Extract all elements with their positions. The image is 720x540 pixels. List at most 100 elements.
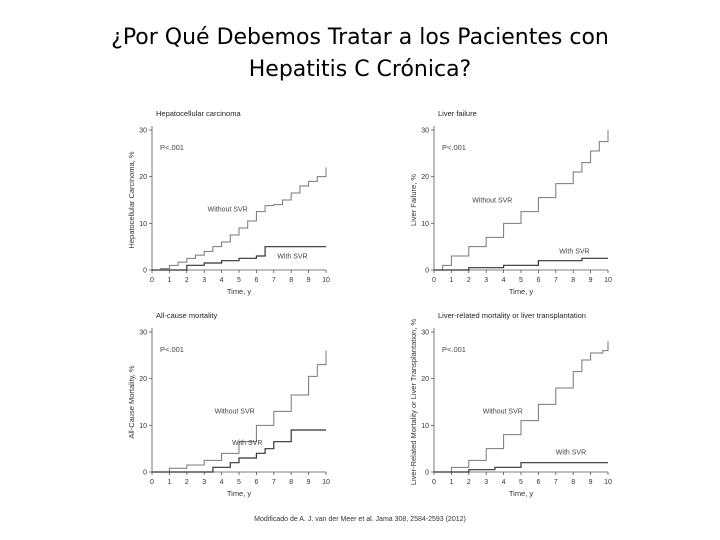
x-tick-label: 4 — [502, 277, 506, 284]
x-tick-label: 8 — [289, 277, 293, 284]
x-tick-label: 7 — [554, 479, 558, 486]
x-tick-label: 6 — [536, 277, 540, 284]
y-tick-label: 20 — [421, 376, 429, 383]
y-tick-label: 10 — [421, 221, 429, 228]
slide-title: ¿Por Qué Debemos Tratar a los Pacientes … — [0, 22, 720, 86]
y-tick-label: 30 — [139, 330, 147, 337]
x-tick-label: 7 — [272, 277, 276, 284]
x-axis-label: Time, y — [227, 489, 252, 498]
series-line-with-svr — [152, 246, 326, 271]
x-tick-label: 1 — [449, 277, 453, 284]
x-axis-label: Time, y — [509, 489, 534, 498]
x-tick-label: 9 — [307, 479, 311, 486]
x-tick-label: 10 — [322, 277, 330, 284]
y-tick-label: 0 — [425, 470, 429, 477]
series-line-without-svr — [152, 350, 327, 473]
x-tick-label: 9 — [589, 277, 593, 284]
x-tick-label: 2 — [185, 479, 189, 486]
chart-title: Liver-related mortality or liver transpl… — [438, 311, 586, 320]
chart-1-svg: Liver failure 0 10 20 30 0 1 2 3 4 5 6 7 8 9 10 Time, y L… — [409, 109, 612, 296]
series-label-with-svr: With SVR — [232, 440, 262, 447]
x-tick-label: 9 — [589, 479, 593, 486]
x-tick-label: 0 — [150, 479, 154, 486]
x-tick-label: 8 — [571, 479, 575, 486]
citation-footer: Modificado de A. J. van der Meer et al. … — [254, 516, 466, 523]
x-tick-label: 3 — [202, 277, 206, 284]
x-tick-label: 5 — [237, 479, 241, 486]
chart-0-svg: Hepatocellular carcinoma 0 10 20 30 0 1 2 3 4 5 6 7 8… — [127, 109, 330, 296]
x-tick-label: 4 — [220, 479, 224, 486]
y-axis-label: Liver Failure, % — [409, 174, 418, 226]
x-tick-label: 2 — [467, 479, 471, 486]
chart-hepatocellular-carcinoma: Hepatocellular carcinoma 0 10 20 30 0 1 2 3 4 5 6 7 8… — [118, 104, 350, 304]
x-tick-label: 8 — [289, 479, 293, 486]
p-value-label: P<.001 — [442, 345, 466, 354]
y-tick-label: 10 — [139, 221, 147, 228]
y-axis-label: All-Cause Mortality, % — [127, 365, 136, 439]
chart-2-svg: All-cause mortality 0 10 20 30 0 1 2 3 4 5 6 7 8 9 10 Ti… — [127, 311, 330, 498]
x-tick-label: 6 — [254, 479, 258, 486]
p-value-label: P<.001 — [160, 345, 184, 354]
series-line-with-svr — [434, 462, 608, 473]
chart-3-svg: Liver-related mortality or liver transpl… — [409, 311, 612, 498]
chart-title: All-cause mortality — [156, 311, 218, 320]
x-tick-label: 10 — [322, 479, 330, 486]
y-tick-label: 10 — [421, 423, 429, 430]
y-tick-label: 20 — [139, 174, 147, 181]
series-line-with-svr — [152, 429, 326, 473]
chart-all-cause-mortality: All-cause mortality 0 10 20 30 0 1 2 3 4 5 6 7 8 9 10 Ti… — [118, 306, 350, 506]
x-tick-label: 5 — [519, 277, 523, 284]
series-label-without-svr: Without SVR — [472, 197, 512, 204]
x-tick-label: 1 — [167, 277, 171, 284]
x-tick-label: 8 — [571, 277, 575, 284]
x-tick-label: 4 — [220, 277, 224, 284]
slide-title-line-2: Hepatitis C Crónica? — [248, 57, 472, 82]
series-line-with-svr — [434, 257, 608, 271]
x-tick-label: 5 — [519, 479, 523, 486]
x-tick-label: 7 — [272, 479, 276, 486]
y-axis-label: Hepatocellular Carcinoma, % — [127, 151, 136, 248]
x-tick-label: 3 — [202, 479, 206, 486]
x-tick-label: 2 — [467, 277, 471, 284]
chart-liver-failure: Liver failure 0 10 20 30 0 1 2 3 4 5 6 7 8 9 10 Time, y L… — [400, 104, 632, 304]
y-tick-label: 0 — [425, 268, 429, 275]
series-line-without-svr — [434, 341, 609, 473]
chart-title: Hepatocellular carcinoma — [156, 109, 241, 118]
series-label-with-svr: With SVR — [277, 253, 307, 260]
series-line-without-svr — [434, 130, 609, 271]
x-tick-label: 3 — [484, 479, 488, 486]
x-tick-label: 0 — [432, 277, 436, 284]
x-tick-label: 4 — [502, 479, 506, 486]
x-axis-label: Time, y — [509, 287, 534, 296]
chart-title: Liver failure — [438, 109, 477, 118]
y-tick-label: 10 — [139, 423, 147, 430]
y-tick-label: 0 — [143, 268, 147, 275]
x-tick-label: 10 — [604, 277, 612, 284]
x-tick-label: 5 — [237, 277, 241, 284]
x-axis-label: Time, y — [227, 287, 252, 296]
series-label-with-svr: With SVR — [556, 449, 586, 456]
series-label-without-svr: Without SVR — [208, 207, 248, 214]
y-tick-label: 20 — [139, 376, 147, 383]
x-tick-label: 9 — [307, 277, 311, 284]
x-tick-label: 7 — [554, 277, 558, 284]
series-label-with-svr: With SVR — [559, 249, 589, 256]
y-tick-label: 20 — [421, 174, 429, 181]
y-tick-label: 0 — [143, 470, 147, 477]
x-tick-label: 1 — [449, 479, 453, 486]
x-tick-label: 2 — [185, 277, 189, 284]
x-tick-label: 6 — [536, 479, 540, 486]
x-tick-label: 6 — [254, 277, 258, 284]
y-axis-label: Liver-Related Mortality or Liver Transpl… — [409, 319, 418, 486]
y-tick-label: 30 — [139, 128, 147, 135]
p-value-label: P<.001 — [442, 143, 466, 152]
x-tick-label: 10 — [604, 479, 612, 486]
x-tick-label: 3 — [484, 277, 488, 284]
series-line-without-svr — [152, 167, 327, 271]
x-tick-label: 0 — [150, 277, 154, 284]
x-tick-label: 1 — [167, 479, 171, 486]
y-tick-label: 30 — [421, 128, 429, 135]
p-value-label: P<.001 — [160, 143, 184, 152]
y-tick-label: 30 — [421, 330, 429, 337]
series-label-without-svr: Without SVR — [215, 409, 255, 416]
